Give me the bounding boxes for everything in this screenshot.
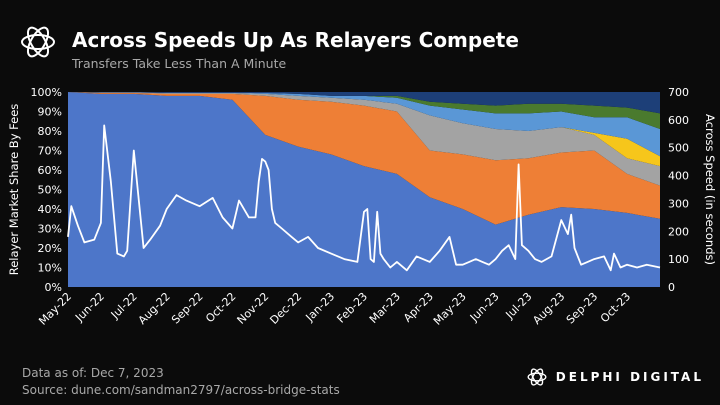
y-left-tick-label: 90% [38,106,62,119]
brand: DELPHI DIGITAL [526,366,704,388]
area-series-2 [68,92,660,225]
brand-name: DELPHI DIGITAL [555,370,704,384]
x-tick-label: Mar-23 [367,290,403,326]
x-tick-label: Oct-23 [598,290,633,325]
x-tick-label: Jun-23 [467,290,502,325]
y-left-tick-label: 60% [38,164,62,177]
x-tick-label: May-22 [36,290,74,328]
y-right-tick-label: 500 [668,142,689,155]
y-right-tick-label: 700 [668,86,689,99]
y-right-tick-label: 400 [668,170,689,183]
data-source: Source: dune.com/sandman2797/across-brid… [22,383,340,397]
y-right-tick-label: 300 [668,197,689,210]
speed-line [67,124,661,272]
y-right-tick-label: 100 [668,253,689,266]
x-tick-label: Sep-23 [564,290,601,327]
x-tick-label: Nov-22 [235,290,272,327]
data-as-of: Data as of: Dec 7, 2023 [22,366,164,380]
y-right-tick-label: 200 [668,225,689,238]
x-tick-label: Jan-23 [303,290,338,325]
area-series-1 [68,92,660,287]
x-tick-label: Dec-22 [267,290,304,327]
y-right-axis-title: Across Speed (in seconds) [703,114,717,265]
y-right-tick-label: 0 [668,281,675,294]
x-tick-label: Feb-23 [334,290,370,326]
chart-subtitle: Transfers Take Less Than A Minute [72,56,287,71]
y-left-axis-title: Relayer Market Share By Fees [7,104,21,276]
y-left-tick-label: 40% [38,203,62,216]
delphi-logo-icon [21,26,55,58]
y-left-tick-label: 70% [38,145,62,158]
delphi-brand-icon [527,368,547,386]
x-tick-label: Aug-22 [136,290,173,327]
x-tick-label: Sep-22 [169,290,206,327]
y-left-tick-label: 0% [45,281,62,294]
area-series-5 [68,92,660,157]
y-right-tick-label: 600 [668,114,689,127]
area-series-7 [68,92,660,114]
area-series-3 [68,92,660,186]
y-left-tick-label: 30% [38,223,62,236]
y-left-tick-label: 80% [38,125,62,138]
x-tick-label: May-23 [431,290,469,328]
y-left-tick-label: 50% [38,184,62,197]
x-tick-label: Oct-22 [203,290,238,325]
x-tick-label: Jun-22 [72,290,107,325]
x-tick-label: Aug-23 [530,290,567,327]
area-series-6 [68,92,660,129]
y-left-tick-label: 10% [38,262,62,275]
chart-title: Across Speeds Up As Relayers Compete [72,28,519,52]
y-left-tick-label: 100% [31,86,62,99]
y-left-tick-label: 20% [38,242,62,255]
